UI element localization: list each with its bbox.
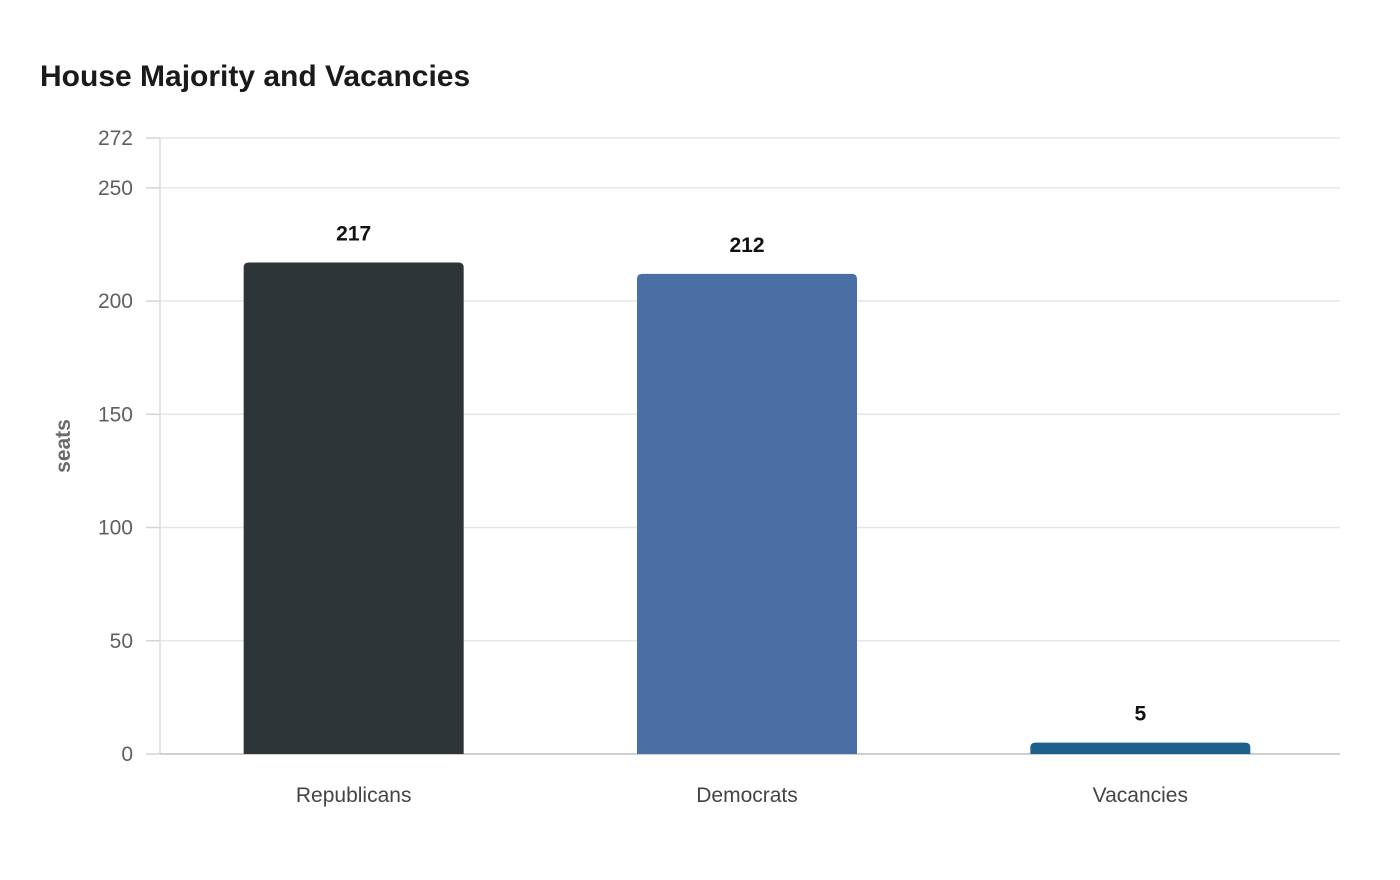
y-tick-label: 250 [98,177,133,200]
y-tick-label: 0 [121,743,133,766]
category-label-democrats: Democrats [696,784,798,807]
y-tick-label: 150 [98,403,133,426]
data-label-vacancies: 5 [1134,703,1146,726]
bar-vacancies [1030,742,1251,754]
chart-title: House Majority and Vacancies [40,60,471,93]
y-tick-label: 100 [98,517,133,540]
category-label-vacancies: Vacancies [1093,784,1188,807]
category-labels: Republicans Democrats Vacancies [296,784,1188,807]
bar-democrats [637,273,857,754]
y-tick-labels: 0 50 100 150 200 250 272 [98,127,133,766]
y-tick-label: 50 [110,630,133,653]
y-tick-label: 200 [98,290,133,313]
category-label-republicans: Republicans [296,784,412,807]
data-label-republicans: 217 [336,223,371,246]
bar-republicans [243,262,464,754]
bars [243,262,1251,754]
y-axis-title: seats [52,419,75,473]
data-label-democrats: 212 [729,234,764,257]
data-labels: 217 212 5 [336,223,1146,726]
y-tick-label: 272 [98,127,133,150]
